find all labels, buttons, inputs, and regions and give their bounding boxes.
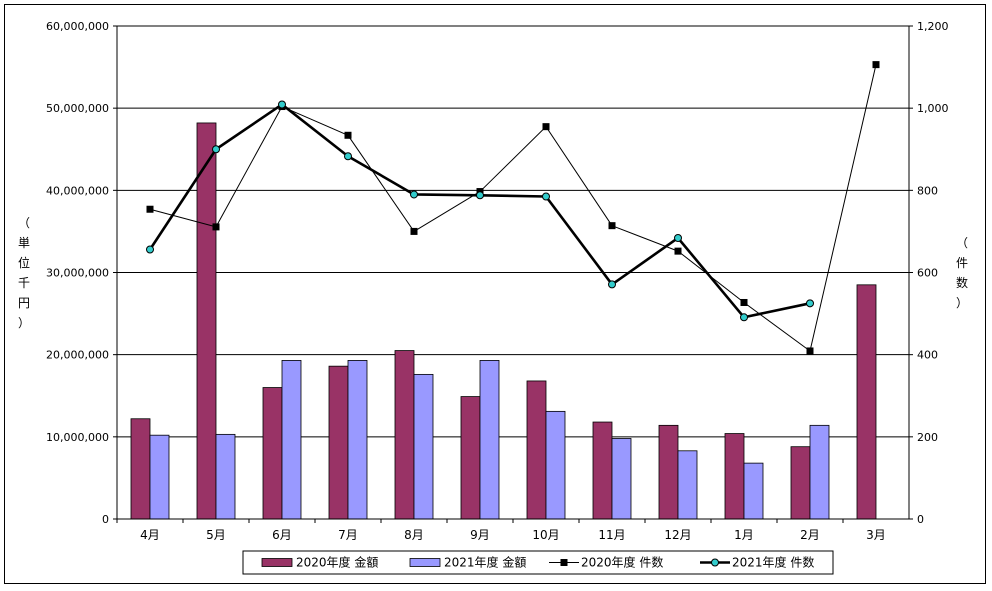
bar-2020 [196,122,217,520]
axes: 0 10,000,000 20,000,000 30,000,000 40,000,00… [18,20,968,542]
y-right-title-char: ） [956,296,968,310]
bar-2021 [677,450,698,520]
point-2021 [608,280,616,289]
point-2021 [212,145,220,154]
y-left-tick-label: 0 [102,513,109,526]
y-right-tick-label: 200 [917,431,938,444]
bar-2020 [658,424,679,520]
point-2021 [410,190,418,199]
bar-2021 [149,434,170,520]
x-tick-label: 5月 [206,528,226,542]
y-right-title-char: （ [956,236,968,250]
x-tick-label: 1月 [734,528,754,542]
point-2021 [542,192,550,201]
bar-2020 [328,365,349,520]
point-2021 [344,152,352,161]
y-left-tick-label: 30,000,000 [46,267,109,280]
x-tick-label: 10月 [532,528,559,542]
y-left-tick-label: 10,000,000 [46,431,109,444]
y-right-tick-label: 1,000 [917,102,949,115]
y-left-title-char: 単 [18,236,30,250]
bar-2021 [545,410,566,520]
point-2020 [674,247,682,255]
y-left-tick-label: 60,000,000 [46,20,109,33]
y-right-tick-label: 800 [917,184,938,197]
x-tick-label: 6月 [272,528,292,542]
point-2020 [542,123,550,131]
point-2020 [146,205,154,213]
x-tick-label: 12月 [664,528,691,542]
point-2020 [740,298,748,306]
bar-2020 [526,380,547,520]
chart-frame [4,4,986,584]
point-2021 [740,313,748,322]
legend-swatch-bar [409,558,441,567]
point-2020 [608,222,616,230]
point-2020 [806,347,814,355]
point-2020 [410,227,418,235]
point-2021 [806,299,814,308]
y-left-tick-label: 50,000,000 [46,102,109,115]
bar-2021 [281,360,302,520]
legend-swatch-bar [261,558,293,567]
bar-2021 [413,373,434,520]
y-left-tick-label: 20,000,000 [46,349,109,362]
x-tick-label: 11月 [598,528,625,542]
y-left-title-char: 千 [18,276,30,290]
x-tick-label: 8月 [404,528,424,542]
x-tick-label: 4月 [140,528,160,542]
bar-2020 [130,418,151,520]
y-right-title-char: 数 [956,275,968,290]
y-right-tick-label: 600 [917,267,938,280]
legend-label: 2021年度 件数 [732,555,814,570]
gridlines [116,25,910,520]
y-left-title-char: （ [18,216,30,230]
y-right-tick-label: 0 [917,513,924,526]
point-2021 [146,245,154,254]
bar-2020 [856,284,877,520]
bar-2021 [743,462,764,520]
legend-marker-square [560,559,568,566]
legend: 2020年度 金額 2021年度 金額 2020年度 件数 2021年度 件数 [242,550,834,575]
bar-2021 [479,360,500,520]
point-2020 [872,61,880,69]
legend-label: 2020年度 金額 [296,555,378,570]
lines [146,61,880,355]
bar-2021 [215,433,236,520]
point-2020 [344,131,352,139]
bar-2020 [790,446,811,520]
bar-2020 [592,421,613,520]
series-line-2020 [149,64,877,352]
point-2021 [278,100,286,109]
x-tick-label: 2月 [800,528,820,542]
bar-2020 [724,433,745,520]
bar-2020 [460,396,481,520]
y-left-title-char: 位 [18,255,30,270]
point-2020 [212,223,220,231]
legend-box [242,550,834,575]
bars [130,122,877,520]
y-left-title-char: 円 [18,296,30,310]
point-2021 [476,191,484,200]
x-tick-label: 7月 [338,528,358,542]
x-tick-label: 3月 [866,528,886,542]
y-left-title-char: ） [18,316,30,330]
bar-2020 [394,350,415,520]
bar-2021 [347,360,368,520]
legend-marker-circle [711,558,719,567]
point-2021 [674,233,682,242]
x-tick-label: 9月 [470,528,490,542]
legend-label: 2021年度 金額 [444,555,526,570]
bar-2021 [611,438,632,520]
y-right-tick-label: 400 [917,349,938,362]
bar-2021 [809,424,830,520]
bar-2020 [262,387,283,520]
y-right-tick-label: 1,200 [917,20,949,33]
y-right-title-char: 件 [956,256,968,270]
y-left-tick-label: 40,000,000 [46,184,109,197]
legend-label: 2020年度 件数 [581,555,663,570]
